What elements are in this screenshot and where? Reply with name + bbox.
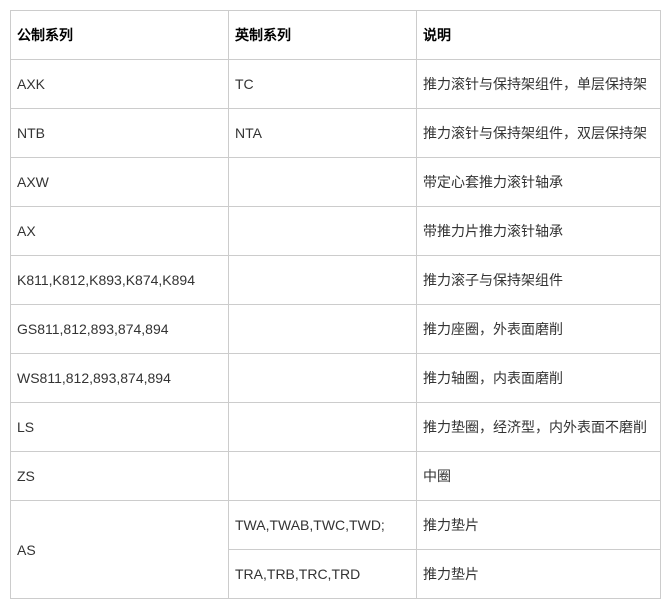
cell-desc: 推力垫片 [417, 501, 661, 550]
table-row: K811,K812,K893,K874,K894 推力滚子与保持架组件 [11, 256, 661, 305]
cell-desc: 推力滚针与保持架组件，双层保持架 [417, 109, 661, 158]
cell-metric: NTB [11, 109, 229, 158]
table-row: AS TWA,TWAB,TWC,TWD; 推力垫片 [11, 501, 661, 550]
cell-metric-rowspan: AS [11, 501, 229, 599]
cell-imperial: NTA [229, 109, 417, 158]
cell-imperial: TWA,TWAB,TWC,TWD; [229, 501, 417, 550]
table-row: ZS 中圈 [11, 452, 661, 501]
cell-desc: 推力滚针与保持架组件，单层保持架 [417, 60, 661, 109]
table-row: GS811,812,893,874,894 推力座圈，外表面磨削 [11, 305, 661, 354]
header-imperial: 英制系列 [229, 11, 417, 60]
cell-imperial [229, 207, 417, 256]
cell-imperial [229, 158, 417, 207]
cell-metric: K811,K812,K893,K874,K894 [11, 256, 229, 305]
cell-desc: 推力滚子与保持架组件 [417, 256, 661, 305]
cell-metric: AXW [11, 158, 229, 207]
cell-desc: 中圈 [417, 452, 661, 501]
header-desc: 说明 [417, 11, 661, 60]
cell-imperial [229, 403, 417, 452]
header-metric: 公制系列 [11, 11, 229, 60]
cell-metric: AXK [11, 60, 229, 109]
table-header-row: 公制系列 英制系列 说明 [11, 11, 661, 60]
table-row: WS811,812,893,874,894 推力轴圈，内表面磨削 [11, 354, 661, 403]
cell-desc: 推力垫圈，经济型，内外表面不磨削 [417, 403, 661, 452]
cell-desc: 推力座圈，外表面磨削 [417, 305, 661, 354]
cell-imperial [229, 452, 417, 501]
table-row: LS 推力垫圈，经济型，内外表面不磨削 [11, 403, 661, 452]
cell-imperial [229, 354, 417, 403]
cell-imperial: TRA,TRB,TRC,TRD [229, 550, 417, 599]
table-row: AXK TC 推力滚针与保持架组件，单层保持架 [11, 60, 661, 109]
cell-metric: LS [11, 403, 229, 452]
cell-imperial [229, 256, 417, 305]
cell-desc: 带定心套推力滚针轴承 [417, 158, 661, 207]
cell-desc: 推力轴圈，内表面磨削 [417, 354, 661, 403]
cell-desc: 带推力片推力滚针轴承 [417, 207, 661, 256]
cell-metric: AX [11, 207, 229, 256]
table-body: AXK TC 推力滚针与保持架组件，单层保持架 NTB NTA 推力滚针与保持架… [11, 60, 661, 599]
cell-imperial [229, 305, 417, 354]
cell-metric: ZS [11, 452, 229, 501]
table-row: NTB NTA 推力滚针与保持架组件，双层保持架 [11, 109, 661, 158]
bearing-series-table: 公制系列 英制系列 说明 AXK TC 推力滚针与保持架组件，单层保持架 NTB… [10, 10, 661, 599]
cell-metric: GS811,812,893,874,894 [11, 305, 229, 354]
table-row: AXW 带定心套推力滚针轴承 [11, 158, 661, 207]
cell-desc: 推力垫片 [417, 550, 661, 599]
cell-imperial: TC [229, 60, 417, 109]
table-row: AX 带推力片推力滚针轴承 [11, 207, 661, 256]
cell-metric: WS811,812,893,874,894 [11, 354, 229, 403]
